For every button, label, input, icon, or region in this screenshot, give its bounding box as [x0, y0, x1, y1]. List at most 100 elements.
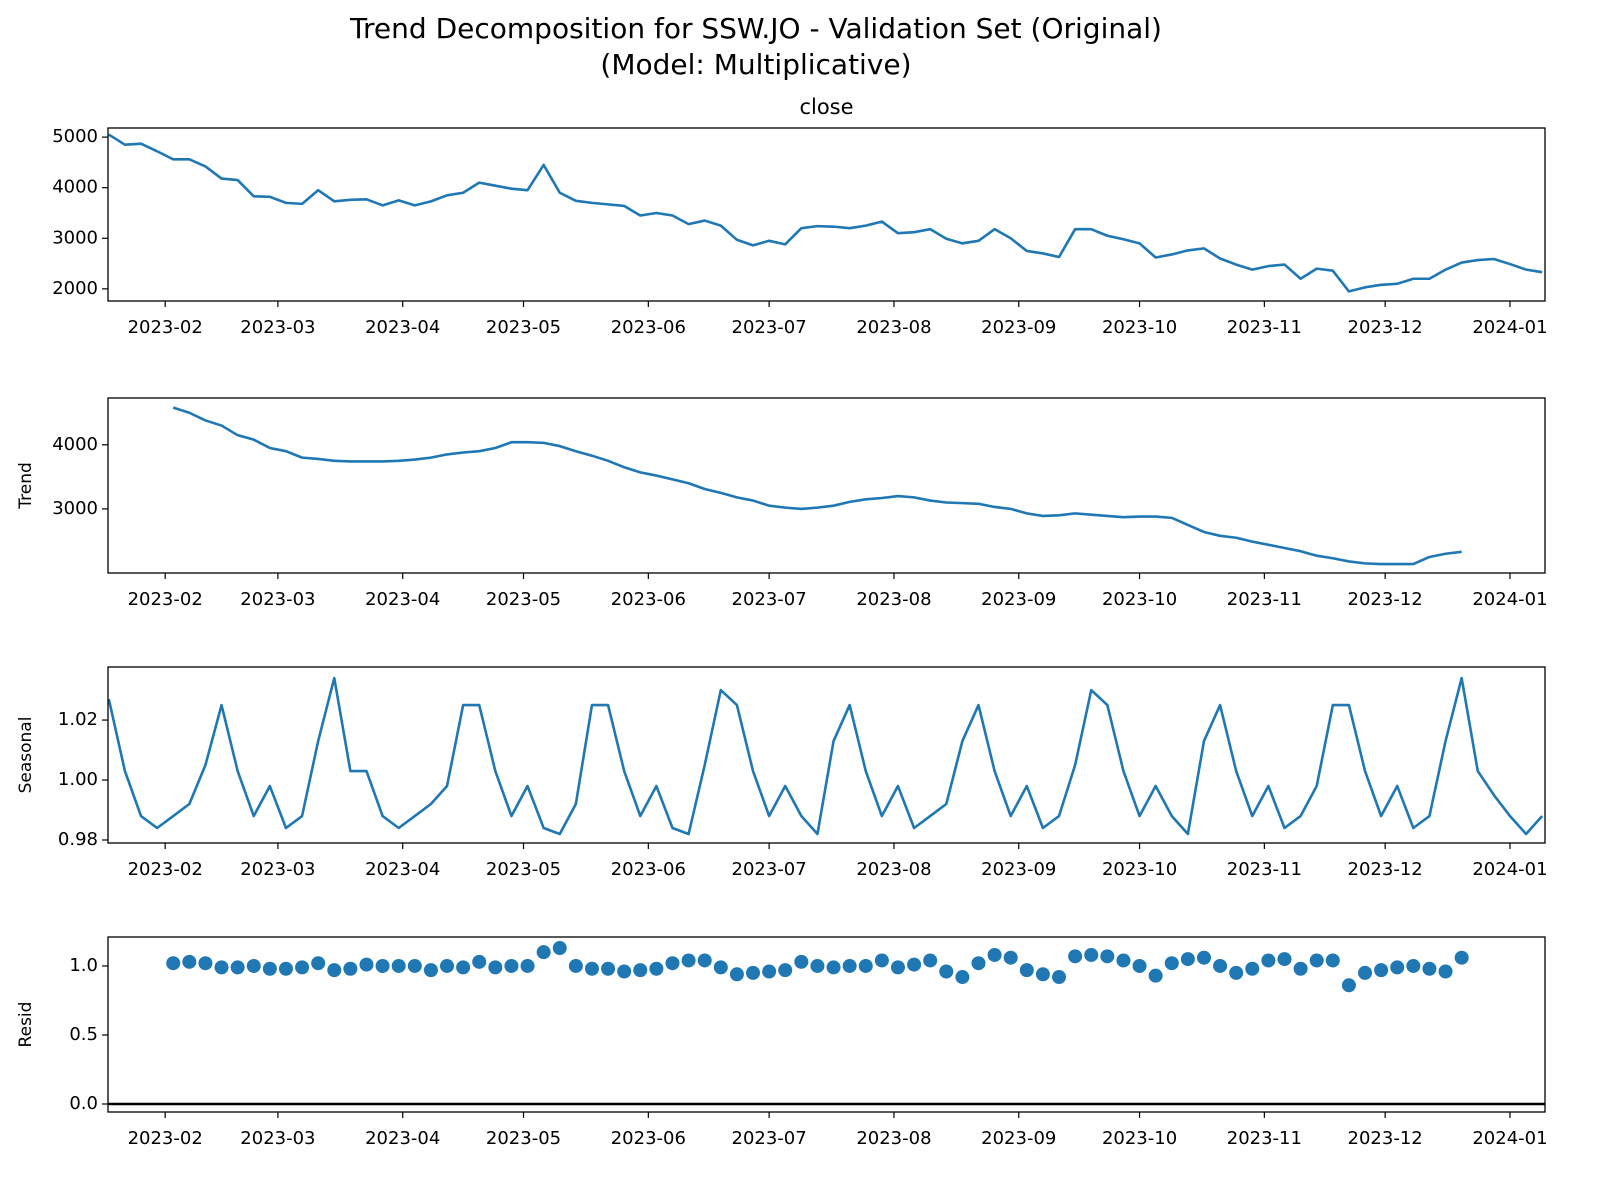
y-axis-label: Resid	[16, 1002, 36, 1048]
resid-point	[1390, 960, 1405, 975]
plot-area	[108, 133, 1543, 293]
x-tick-label: 2023-08	[856, 1128, 931, 1149]
resid-point	[488, 960, 503, 975]
x-tick-label: 2023-10	[1102, 1128, 1177, 1149]
resid-point	[407, 958, 422, 973]
resid-point	[649, 961, 664, 976]
y-tick-label: 1.0	[69, 955, 98, 976]
resid-point	[778, 963, 793, 978]
x-tick-label: 2023-12	[1348, 317, 1423, 338]
x-tick-label: 2024-01	[1472, 589, 1547, 610]
x-tick-label: 2023-07	[732, 1128, 807, 1149]
resid-point	[1325, 953, 1340, 968]
y-axis-label: Trend	[16, 462, 36, 510]
resid-point	[1245, 961, 1260, 976]
resid-point	[568, 958, 583, 973]
x-tick-label: 2023-03	[240, 317, 315, 338]
y-tick-label: 1.02	[58, 709, 98, 730]
x-tick-label: 2023-10	[1102, 589, 1177, 610]
series-line	[108, 676, 1544, 836]
resid-point	[633, 963, 648, 978]
x-tick-label: 2023-06	[611, 317, 686, 338]
resid-point	[729, 967, 744, 982]
x-tick-label: 2023-07	[732, 859, 807, 880]
resid-point	[1438, 964, 1453, 979]
resid-point	[1293, 961, 1308, 976]
resid-point	[665, 956, 680, 971]
resid-point	[1341, 978, 1356, 993]
x-tick-label: 2023-08	[856, 589, 931, 610]
x-tick-label: 2023-02	[128, 317, 203, 338]
resid-point	[584, 961, 599, 976]
resid-point	[907, 957, 922, 972]
resid-point	[295, 960, 310, 975]
y-axis-label: Seasonal	[16, 717, 36, 794]
plot-area	[108, 676, 1544, 836]
x-tick-label: 2023-07	[732, 317, 807, 338]
resid-point	[278, 961, 293, 976]
y-tick-label: 4000	[52, 434, 98, 455]
resid-point	[536, 945, 551, 960]
x-tick-label: 2023-08	[856, 859, 931, 880]
resid-point	[1052, 970, 1067, 985]
resid-point	[746, 965, 761, 980]
x-tick-label: 2023-03	[240, 859, 315, 880]
y-tick-label: 3000	[52, 498, 98, 519]
x-tick-label: 2023-09	[981, 859, 1056, 880]
resid-point	[1454, 950, 1469, 965]
x-tick-label: 2023-10	[1102, 317, 1177, 338]
resid-point	[230, 960, 245, 975]
resid-point	[262, 961, 277, 976]
y-tick-label: 1.00	[58, 769, 98, 790]
resid-point	[1229, 965, 1244, 980]
resid-point	[1148, 968, 1163, 983]
x-tick-label: 2023-02	[128, 589, 203, 610]
resid-point	[1309, 953, 1324, 968]
axes-frame	[107, 397, 1546, 574]
x-tick-label: 2023-06	[611, 589, 686, 610]
resid-point	[456, 960, 471, 975]
resid-point	[214, 960, 229, 975]
resid-point	[1374, 963, 1389, 978]
x-tick-label: 2023-11	[1227, 589, 1302, 610]
resid-point	[1100, 949, 1115, 964]
resid-point	[182, 954, 197, 969]
y-tick-label: 4000	[52, 177, 98, 198]
x-tick-label: 2023-05	[486, 317, 561, 338]
x-tick-label: 2023-11	[1227, 859, 1302, 880]
resid-point	[504, 958, 519, 973]
x-tick-label: 2023-05	[486, 1128, 561, 1149]
x-tick-label: 2023-06	[611, 859, 686, 880]
resid-point	[617, 964, 632, 979]
x-tick-label: 2023-10	[1102, 859, 1177, 880]
resid-point	[1261, 953, 1276, 968]
figure-subtitle: (Model: Multiplicative)	[600, 48, 911, 81]
axes-frame	[107, 127, 1546, 302]
x-tick-label: 2023-12	[1348, 1128, 1423, 1149]
resid-point	[858, 958, 873, 973]
resid-point	[987, 947, 1002, 962]
x-tick-label: 2023-09	[981, 589, 1056, 610]
resid-point	[842, 958, 857, 973]
resid-point	[697, 953, 712, 968]
resid-point	[1422, 961, 1437, 976]
resid-point	[1164, 956, 1179, 971]
resid-point	[327, 963, 342, 978]
x-tick-label: 2024-01	[1472, 859, 1547, 880]
resid-point	[423, 963, 438, 978]
x-tick-label: 2024-01	[1472, 317, 1547, 338]
x-tick-label: 2023-03	[240, 1128, 315, 1149]
resid-point	[794, 954, 809, 969]
resid-point	[198, 956, 213, 971]
series-line	[172, 406, 1462, 566]
x-tick-label: 2024-01	[1472, 1128, 1547, 1149]
x-tick-label: 2023-03	[240, 589, 315, 610]
resid-point	[1180, 952, 1195, 967]
resid-point	[713, 960, 728, 975]
x-tick-label: 2023-04	[365, 1128, 440, 1149]
plot-area	[108, 941, 1545, 1106]
resid-point	[440, 958, 455, 973]
resid-point	[375, 958, 390, 973]
